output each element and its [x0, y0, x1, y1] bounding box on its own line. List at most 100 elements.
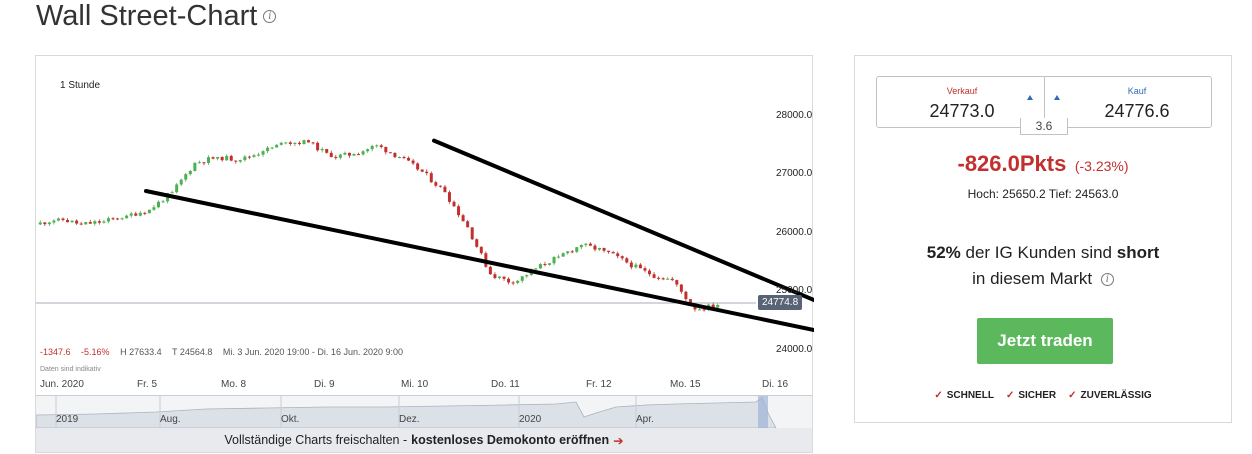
candle: [538, 264, 542, 269]
candle: [266, 147, 270, 152]
sentiment-pct: 52%: [926, 243, 961, 262]
candle: [438, 185, 442, 187]
feature-label: SICHER: [1018, 390, 1057, 401]
feature-list: ✓ SCHNELL ✓ SICHER ✓ ZUVERLÄSSIG: [855, 390, 1231, 401]
demo-account-link[interactable]: kostenloses Demokonto eröffnen: [411, 433, 610, 447]
overview-label: Okt.: [281, 414, 299, 425]
candle: [666, 278, 670, 280]
unlock-charts-banner[interactable]: Vollständige Charts freischalten - koste…: [36, 428, 812, 452]
x-tick-label: Di. 9: [314, 379, 335, 390]
stats-range: Mi. 3 Jun. 2020 19:00 - Di. 16 Jun. 2020…: [222, 347, 403, 357]
price-chart[interactable]: [36, 56, 814, 454]
up-triangle-icon: [1027, 95, 1033, 100]
candle: [238, 159, 242, 162]
candle: [193, 162, 197, 171]
candle: [175, 184, 179, 193]
candle: [325, 149, 329, 153]
candle: [393, 152, 397, 158]
candle: [652, 274, 656, 278]
cta-prefix: Vollständige Charts freischalten -: [224, 433, 408, 447]
candle: [361, 151, 365, 155]
feature-item: ✓ ZUVERLÄSSIG: [1068, 390, 1152, 401]
candle: [698, 309, 702, 311]
candle: [347, 152, 351, 156]
current-price-tag: 24774.8: [758, 295, 803, 310]
candle: [470, 227, 474, 240]
candle: [329, 152, 333, 158]
candle: [352, 154, 356, 156]
candle: [679, 284, 683, 292]
info-icon[interactable]: i: [1100, 273, 1114, 287]
candle: [638, 264, 642, 269]
candle: [616, 253, 620, 257]
candle: [102, 221, 106, 223]
change-percent: (-3.23%): [1074, 158, 1129, 174]
candle: [152, 207, 156, 210]
candle: [657, 277, 661, 279]
candle: [106, 218, 110, 222]
candle: [156, 201, 160, 208]
candle: [70, 220, 74, 223]
daily-change: -826.0Pkts (-3.23%): [855, 151, 1231, 177]
data-disclaimer: Daten sind indikativ: [40, 366, 101, 373]
high-low: Hoch: 25650.2 Tief: 24563.0: [967, 187, 1119, 201]
candle: [116, 218, 120, 220]
buy-price[interactable]: 24776.6: [1104, 101, 1170, 121]
quote-divider: [1044, 77, 1045, 127]
interval-label[interactable]: 1 Stunde: [60, 80, 101, 91]
candle: [711, 304, 715, 308]
overview-navigator[interactable]: 2019 Aug. Okt. Dez. 2020 Apr.: [36, 395, 812, 428]
sentiment-direction: short: [1116, 243, 1160, 262]
candle: [648, 270, 652, 275]
candle: [161, 201, 165, 203]
candle: [366, 149, 370, 152]
candle: [211, 157, 215, 159]
feature-label: ZUVERLÄSSIG: [1080, 390, 1152, 401]
candle: [202, 162, 206, 164]
change-points: -826.0Pkts: [957, 151, 1067, 176]
candle: [525, 275, 529, 277]
candle: [516, 280, 520, 284]
candle: [84, 222, 88, 225]
candle: [552, 256, 556, 264]
candle: [507, 278, 511, 283]
candle: [129, 213, 133, 216]
candle: [43, 222, 47, 225]
candle: [411, 160, 415, 164]
candle: [629, 262, 633, 268]
candle: [407, 157, 411, 161]
candle: [625, 258, 629, 263]
up-triangle-icon: [1054, 95, 1060, 100]
candle: [379, 145, 383, 147]
candle: [188, 170, 192, 175]
chart-panel[interactable]: 1 Stunde 28000.0 27000.0 26000.0 25000.0…: [35, 55, 814, 454]
candle: [611, 252, 615, 254]
arrow-right-icon: ➔: [613, 433, 624, 448]
candle: [147, 209, 151, 214]
candle: [684, 291, 688, 300]
candle: [111, 218, 115, 220]
candle: [447, 192, 451, 202]
candle: [234, 160, 238, 162]
overview-selection[interactable]: [758, 395, 768, 428]
candle: [429, 173, 433, 183]
overview-label: 2020: [519, 414, 542, 425]
info-icon[interactable]: i: [263, 10, 277, 23]
candle: [220, 157, 224, 161]
candle: [479, 246, 483, 254]
candle: [584, 243, 588, 245]
candle: [207, 157, 210, 163]
candle: [197, 162, 201, 164]
overview-label: Dez.: [399, 414, 420, 425]
candle: [79, 223, 83, 225]
candle: [670, 278, 674, 281]
candle: [247, 156, 251, 158]
candle: [511, 282, 515, 284]
trendline: [144, 189, 814, 332]
candle: [457, 206, 461, 216]
x-tick-label: Jun. 2020: [40, 379, 84, 390]
sell-price[interactable]: 24773.0: [929, 101, 995, 121]
trade-now-button[interactable]: Jetzt traden: [977, 318, 1113, 364]
candle: [38, 222, 42, 225]
candle: [643, 268, 647, 271]
